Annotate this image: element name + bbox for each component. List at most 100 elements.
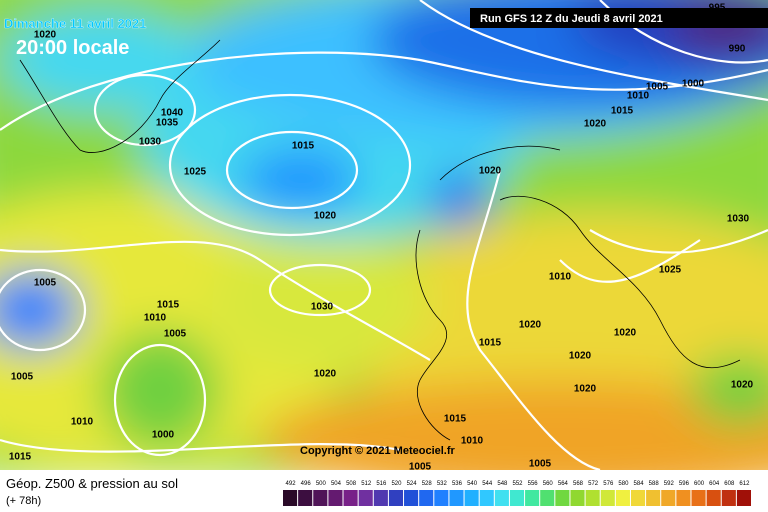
isobar-label: 1015 xyxy=(444,414,467,425)
isobar-label: 1020 xyxy=(614,328,637,339)
colorbar-label: 608 xyxy=(724,481,735,487)
colorbar-label: 552 xyxy=(512,481,523,487)
colorbar-swatch xyxy=(373,490,388,506)
isobar-label: 1020 xyxy=(34,30,57,41)
run-info: Run GFS 12 Z du Jeudi 8 avril 2021 xyxy=(480,13,663,25)
colorbar-swatch xyxy=(404,490,419,506)
colorbar-swatch xyxy=(615,490,630,506)
forecast-time: 20:00 locale xyxy=(16,37,129,59)
legend-lead: (+ 78h) xyxy=(6,495,41,507)
forecast-date: Dimanche 11 avril 2021 xyxy=(4,16,146,31)
isobars xyxy=(0,0,768,470)
colorbar-label: 492 xyxy=(286,481,297,487)
isobar-label: 1030 xyxy=(139,137,162,148)
colorbar-swatch xyxy=(706,490,721,506)
colorbar-swatch xyxy=(525,490,540,506)
colorbar-swatch xyxy=(600,490,615,506)
colorbar-swatch xyxy=(449,490,464,506)
geopotential-field xyxy=(0,0,768,500)
copyright: Copyright © 2021 Meteociel.fr xyxy=(300,445,456,457)
isobar-label: 1020 xyxy=(574,384,597,395)
colorbar-label: 512 xyxy=(361,481,372,487)
colorbar-swatch xyxy=(736,490,751,506)
colorbar-swatch xyxy=(721,490,736,506)
colorbar: 492 496 500 504 508 512 516 520 524 528 532 536 540 5… xyxy=(283,481,751,506)
colorbar-label: 496 xyxy=(301,481,312,487)
colorbar-label: 500 xyxy=(316,481,327,487)
colorbar-label: 596 xyxy=(679,481,690,487)
colorbar-swatch xyxy=(434,490,449,506)
isobar-label: 1005 xyxy=(646,82,669,93)
isobar-label: 1025 xyxy=(659,265,682,276)
colorbar-swatch xyxy=(298,490,313,506)
isobar-label: 1020 xyxy=(519,320,542,331)
colorbar-label: 536 xyxy=(452,481,463,487)
isobar-label: 1030 xyxy=(727,214,750,225)
isobar-label: 1010 xyxy=(461,436,484,447)
colorbar-swatch xyxy=(464,490,479,506)
colorbar-label: 524 xyxy=(407,481,418,487)
isobar-label: 1020 xyxy=(584,119,607,130)
colorbar-swatch xyxy=(343,490,358,506)
colorbar-swatch xyxy=(328,490,343,506)
isobar-label: 1015 xyxy=(292,141,315,152)
colorbar-swatch xyxy=(661,490,676,506)
colorbar-label: 612 xyxy=(739,481,750,487)
colorbar-label: 504 xyxy=(331,481,342,487)
colorbar-swatch xyxy=(585,490,600,506)
isobar-label: 1020 xyxy=(569,351,592,362)
colorbar-label: 560 xyxy=(543,481,554,487)
isobar-label: 1015 xyxy=(9,452,32,463)
colorbar-swatch xyxy=(570,490,585,506)
isobar-label: 1005 xyxy=(409,462,432,473)
colorbar-swatch xyxy=(646,490,661,506)
colorbar-label: 592 xyxy=(664,481,675,487)
isobar-label: 1005 xyxy=(34,278,57,289)
colorbar-swatch xyxy=(358,490,373,506)
colorbar-swatch xyxy=(494,490,509,506)
isobar-label: 1020 xyxy=(479,166,502,177)
colorbar-label: 516 xyxy=(376,481,387,487)
isobar-label: 1020 xyxy=(314,211,337,222)
colorbar-swatch xyxy=(313,490,328,506)
colorbar-swatch xyxy=(691,490,706,506)
isobar-label: 1010 xyxy=(627,91,650,102)
colorbar-label: 576 xyxy=(603,481,614,487)
colorbar-swatch xyxy=(540,490,555,506)
isobar-label: 1005 xyxy=(529,459,552,470)
isobar-label: 1015 xyxy=(479,338,502,349)
isobar-label: 1010 xyxy=(144,313,167,324)
colorbar-label: 544 xyxy=(482,481,493,487)
isobar-label: 990 xyxy=(729,44,746,55)
colorbar-swatch xyxy=(676,490,691,506)
colorbar-label: 564 xyxy=(558,481,569,487)
isobar-label: 1035 xyxy=(156,118,179,129)
colorbar-label: 588 xyxy=(649,481,660,487)
colorbar-label: 568 xyxy=(573,481,584,487)
legend-title: Géop. Z500 & pression au sol xyxy=(6,476,178,491)
colorbar-swatch xyxy=(555,490,570,506)
coastlines xyxy=(19,39,741,441)
isobar-label: 1020 xyxy=(314,369,337,380)
isobar-label: 1010 xyxy=(71,417,94,428)
colorbar-label: 584 xyxy=(634,481,645,487)
isobar-labels: 9959901000100510101015102010201040103510… xyxy=(9,3,754,473)
colorbar-label: 556 xyxy=(528,481,539,487)
colorbar-swatch xyxy=(283,490,298,506)
isobar-label: 1010 xyxy=(549,272,572,283)
colorbar-swatch xyxy=(419,490,434,506)
colorbar-label: 508 xyxy=(346,481,357,487)
colorbar-label: 540 xyxy=(467,481,478,487)
isobar-label: 1015 xyxy=(157,300,180,311)
colorbar-swatch xyxy=(630,490,646,506)
colorbar-label: 580 xyxy=(618,481,629,487)
isobar-label: 1040 xyxy=(161,108,184,119)
run-banner xyxy=(470,8,768,28)
colorbar-label: 528 xyxy=(422,481,433,487)
colorbar-swatch xyxy=(479,490,494,506)
colorbar-swatch xyxy=(509,490,525,506)
isobar-label: 1005 xyxy=(164,329,187,340)
colorbar-label: 520 xyxy=(391,481,402,487)
